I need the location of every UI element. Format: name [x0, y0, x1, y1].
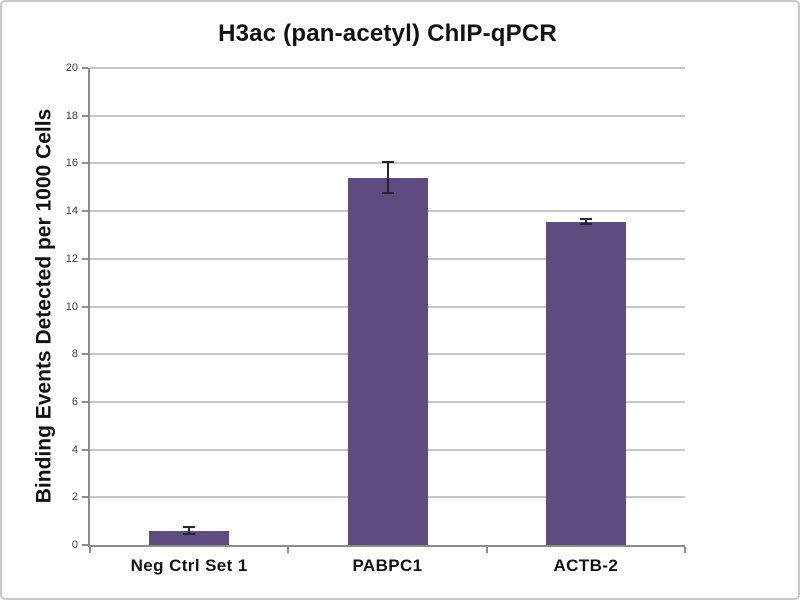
bar-pabpc1	[347, 177, 428, 545]
x-category-label-neg-ctrl-set-1: Neg Ctrl Set 1	[130, 556, 248, 575]
x-axis-tick-3	[684, 547, 686, 553]
error-bar-cap-top-actb-2	[579, 218, 592, 221]
plot-area	[82, 67, 686, 553]
y-tick-label-18: 18	[65, 109, 78, 122]
bar-actb-2	[545, 221, 626, 545]
y-tick-label-16: 16	[65, 157, 78, 170]
y-axis-tick-2	[82, 496, 88, 499]
y-axis-tick-8	[82, 353, 88, 356]
error-bar-cap-bottom-actb-2	[579, 223, 592, 226]
y-axis-tick-0	[82, 544, 88, 546]
y-axis-line	[88, 68, 90, 547]
error-bar-cap-top-pabpc1	[381, 161, 394, 164]
y-tick-label-14: 14	[65, 205, 78, 218]
gridline-y-18	[90, 114, 685, 117]
error-bar-cap-bottom-pabpc1	[381, 192, 394, 195]
y-axis-tick-18	[82, 114, 88, 117]
x-axis-line	[88, 545, 685, 547]
y-tick-label-4: 4	[71, 443, 78, 456]
y-axis-tick-16	[82, 162, 88, 165]
y-tick-label-20: 20	[65, 62, 78, 74]
x-axis-tick-0	[89, 547, 91, 553]
y-tick-label-2: 2	[71, 491, 78, 504]
x-axis-tick-1	[287, 547, 290, 553]
gridline-y-20	[90, 67, 685, 69]
x-axis-tick-2	[485, 547, 488, 553]
y-tick-label-8: 8	[71, 348, 78, 361]
y-axis-tick-10	[82, 305, 88, 308]
y-axis-tick-12	[82, 257, 88, 260]
error-bar-line-actb-2	[584, 219, 587, 225]
y-tick-label-6: 6	[71, 395, 78, 408]
y-tick-label-12: 12	[65, 252, 78, 265]
error-bar-cap-bottom-neg-ctrl-set-1	[183, 533, 196, 536]
y-axis-tick-6	[82, 400, 88, 403]
error-bar-line-pabpc1	[386, 162, 389, 194]
x-category-label-actb-2: ACTB-2	[553, 556, 619, 575]
error-bar-cap-top-neg-ctrl-set-1	[183, 526, 196, 529]
y-axis-tick-4	[82, 448, 88, 451]
y-axis-tick-20	[82, 67, 88, 69]
bar-neg-ctrl-set-1	[149, 530, 230, 545]
y-tick-label-10: 10	[65, 300, 78, 313]
chart-title: H3ac (pan-acetyl) ChIP-qPCR	[218, 20, 557, 47]
y-axis-tick-14	[82, 210, 88, 213]
error-bar-line-neg-ctrl-set-1	[188, 527, 191, 535]
y-tick-label-0: 0	[71, 539, 78, 551]
x-category-label-pabpc1: PABPC1	[352, 556, 423, 575]
